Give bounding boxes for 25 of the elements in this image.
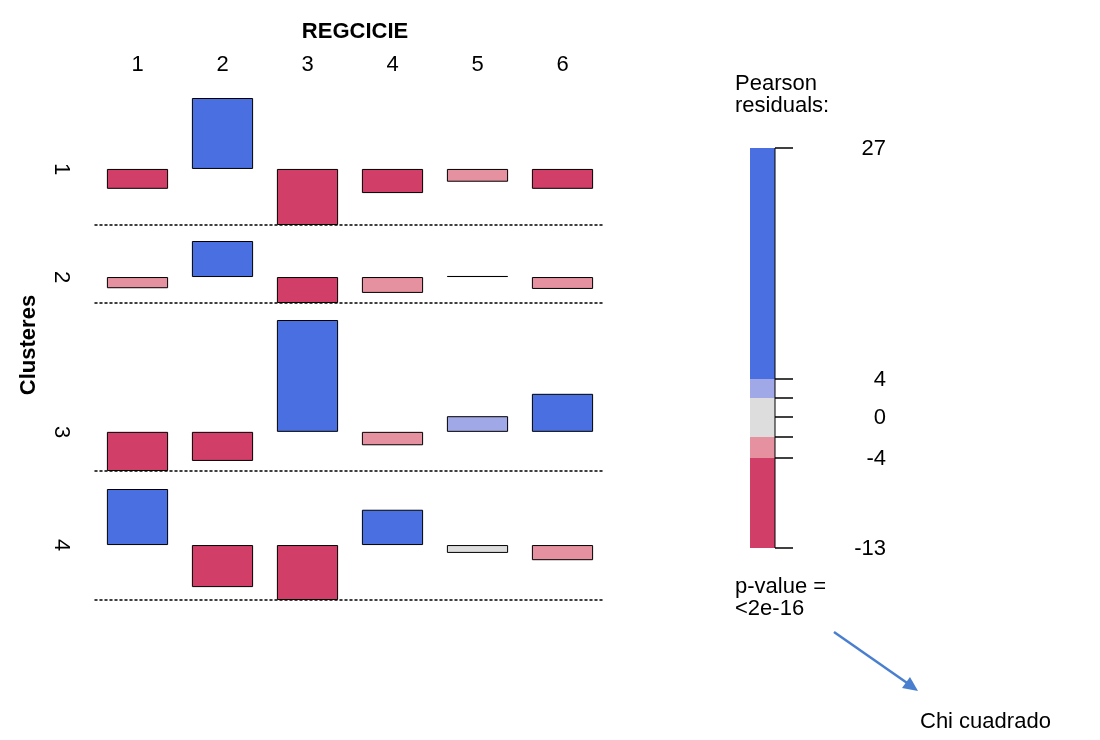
- x-tick-label: 6: [556, 50, 569, 76]
- x-tick-label: 1: [131, 50, 144, 76]
- chart-title: REGCICIE: [301, 17, 409, 43]
- text: p-value = <2e-16: [735, 573, 828, 620]
- x-tick-label: 3: [301, 50, 314, 76]
- bar: [361, 431, 424, 446]
- bar: [276, 320, 339, 432]
- text: Pearson residuals:: [735, 70, 831, 117]
- text: 0: [872, 404, 886, 429]
- text: Chi cuadrado: [920, 708, 1051, 733]
- y-axis-title: 4: [49, 538, 75, 552]
- y-axis-title: 3: [49, 425, 75, 438]
- text: Clusteres: [15, 294, 41, 396]
- text: 27: [860, 135, 886, 160]
- bar: [191, 431, 254, 461]
- x-tick-label: 5: [471, 50, 484, 76]
- bar: [446, 416, 509, 432]
- y-axis-title: 1: [49, 162, 75, 176]
- text: -4: [865, 445, 886, 470]
- text: -13: [853, 535, 886, 560]
- x-tick-label: 4: [386, 50, 399, 76]
- bar: [531, 393, 594, 432]
- y-axis-title: 2: [49, 270, 75, 284]
- x-tick-label: 2: [216, 50, 229, 76]
- text: 4: [872, 366, 886, 391]
